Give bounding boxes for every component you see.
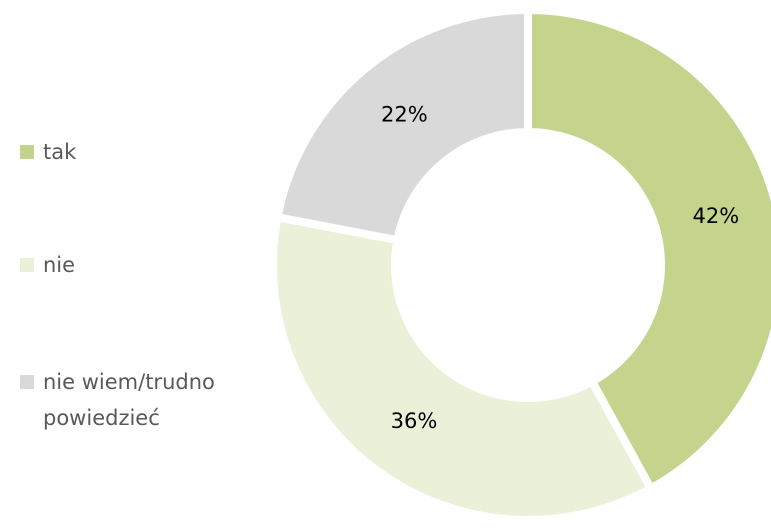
data-label: 36% [391, 409, 438, 433]
legend-swatch [20, 375, 34, 389]
legend-label: nie wiem/trudno powiedzieć [43, 370, 215, 430]
donut-slice [524, 5, 771, 494]
donut-slice [269, 212, 657, 524]
legend-swatch [20, 258, 34, 272]
legend-label: tak [43, 140, 77, 164]
legend-item: nie [20, 247, 250, 283]
legend-item: tak [20, 134, 250, 170]
donut-slice [272, 5, 532, 245]
data-label: 42% [693, 204, 740, 228]
legend-item: nie wiem/trudno powiedzieć [20, 364, 250, 436]
data-label: 22% [381, 103, 428, 127]
legend-swatch [20, 145, 34, 159]
legend-label: nie [43, 253, 76, 277]
